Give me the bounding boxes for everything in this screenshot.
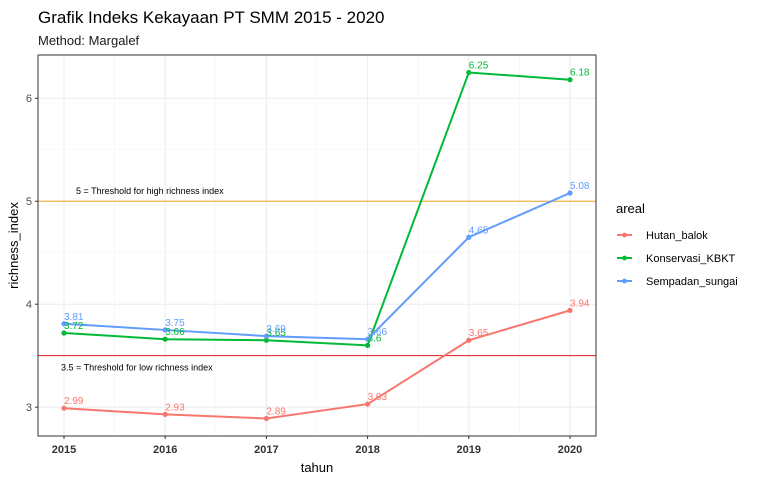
data-label: 3.6 xyxy=(368,333,382,344)
data-label: 3.66 xyxy=(165,327,185,338)
series-line xyxy=(63,71,571,347)
y-tick-label: 6 xyxy=(26,93,32,105)
data-point xyxy=(365,401,371,407)
y-tick-label: 3 xyxy=(26,402,32,414)
data-label: 3.65 xyxy=(266,328,286,339)
data-point xyxy=(263,337,269,343)
data-point xyxy=(61,330,67,336)
x-tick-label: 2015 xyxy=(52,444,76,456)
data-point xyxy=(263,333,269,339)
data-label: 3.66 xyxy=(368,327,388,338)
legend-key-point xyxy=(622,232,627,238)
data-label: 3.75 xyxy=(165,318,185,329)
data-label: 6.25 xyxy=(469,61,489,72)
data-point xyxy=(466,69,472,76)
data-label: 4.65 xyxy=(469,225,489,236)
data-label: 5.08 xyxy=(570,181,590,192)
plot-panel xyxy=(37,54,597,437)
grid xyxy=(38,55,596,436)
series-line xyxy=(63,192,571,341)
data-label: 3.81 xyxy=(64,312,84,323)
legend-key-point xyxy=(622,278,627,284)
legend-label: Hutan_balok xyxy=(646,230,708,242)
data-point xyxy=(466,234,472,240)
y-tick-label: 5 xyxy=(26,196,32,208)
data-point xyxy=(162,336,168,342)
y-axis-title: richness_index xyxy=(6,202,21,289)
data-label: 3.94 xyxy=(570,298,590,309)
data-label: 2.89 xyxy=(266,406,286,417)
x-tick-label: 2019 xyxy=(457,444,481,456)
data-point xyxy=(162,327,168,333)
threshold-annotation: 3.5 = Threshold for low richness index xyxy=(61,363,213,373)
data-labels: 2.992.93 2.893.033.653.943.723.66 3.65 3.66… xyxy=(64,61,590,418)
chart-subtitle: Method: Margalef xyxy=(38,33,140,48)
data-label: 6.18 xyxy=(570,68,590,79)
data-point xyxy=(567,77,573,83)
threshold-lines: 5 = Threshold for high richness index 3.5… xyxy=(38,186,596,373)
axes: 3 4 5 6 2015 2016 2017 2018 2019 2020 xyxy=(26,93,582,456)
data-label: 3.03 xyxy=(368,392,388,403)
x-tick-label: 2018 xyxy=(355,444,379,456)
data-label: 3.65 xyxy=(469,328,489,339)
data-point xyxy=(567,307,573,313)
legend-label: Sempadan_sungai xyxy=(646,276,738,288)
threshold-annotation: 5 = Threshold for high richness index xyxy=(76,186,224,196)
data-point xyxy=(61,405,67,411)
series-line xyxy=(63,309,571,420)
legend-key-point xyxy=(622,255,627,261)
data-point xyxy=(466,337,472,343)
data-point xyxy=(162,411,168,417)
legend: areal Hutan_balok Konservasi_KBKT Sempadan… xyxy=(616,201,738,289)
legend-label: Konservasi_KBKT xyxy=(646,253,736,265)
data-label: 2.99 xyxy=(64,396,84,407)
data-point xyxy=(365,336,371,342)
y-tick-label: 4 xyxy=(26,299,32,311)
x-tick-label: 2020 xyxy=(558,444,582,456)
x-axis-title: tahun xyxy=(301,460,334,475)
data-point xyxy=(61,321,67,327)
data-label: 3.72 xyxy=(64,321,84,332)
data-point xyxy=(365,342,371,348)
chart-title: Grafik Indeks Kekayaan PT SMM 2015 - 202… xyxy=(38,8,385,27)
x-tick-label: 2016 xyxy=(153,444,177,456)
data-label: 3.69 xyxy=(266,324,286,335)
series xyxy=(61,69,573,422)
x-tick-label: 2017 xyxy=(254,444,278,456)
legend-title: areal xyxy=(616,201,645,216)
data-point xyxy=(263,415,269,422)
data-point xyxy=(567,190,573,196)
data-label: 2.93 xyxy=(165,402,185,413)
